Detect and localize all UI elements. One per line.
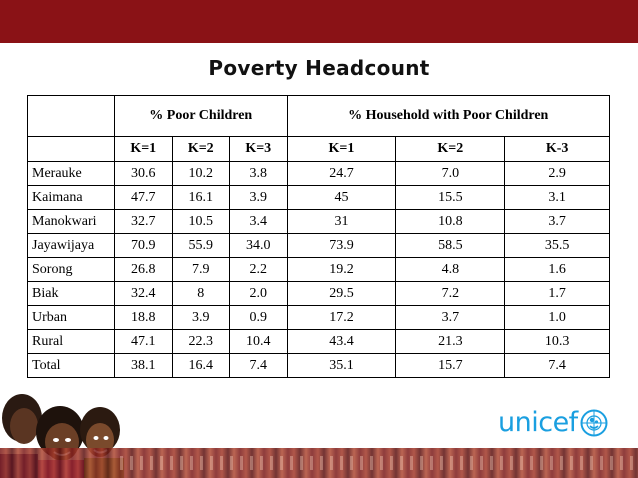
value-cell: 10.5 (171, 209, 230, 234)
value-cell: 73.9 (286, 233, 397, 258)
value-cell: 3.7 (395, 305, 506, 330)
value-cell: 19.2 (286, 257, 397, 282)
value-cell: 38.1 (114, 353, 173, 378)
value-cell: 17.2 (286, 305, 397, 330)
value-cell: 7.0 (395, 161, 506, 186)
region-cell: Rural (27, 329, 115, 354)
unicef-logo: unicef (498, 405, 613, 440)
value-cell: 15.5 (395, 185, 506, 210)
table-row: Urban 18.8 3.9 0.9 17.2 3.7 1.0 (27, 305, 610, 330)
value-cell: 34.0 (229, 233, 288, 258)
value-cell: 1.6 (504, 257, 610, 282)
value-cell: 10.2 (171, 161, 230, 186)
poverty-table: % Poor Children % Household with Poor Ch… (27, 95, 610, 378)
value-cell: 7.2 (395, 281, 506, 306)
value-cell: 15.7 (395, 353, 506, 378)
value-cell: 3.1 (504, 185, 610, 210)
value-cell: 18.8 (114, 305, 173, 330)
corner-cell (27, 95, 115, 137)
value-cell: 22.3 (171, 329, 230, 354)
value-cell: 47.7 (114, 185, 173, 210)
table-row: Sorong 26.8 7.9 2.2 19.2 4.8 1.6 (27, 257, 610, 282)
value-cell: 8 (171, 281, 230, 306)
region-cell: Urban (27, 305, 115, 330)
value-cell: 7.4 (229, 353, 288, 378)
region-cell: Merauke (27, 161, 115, 186)
value-cell: 32.7 (114, 209, 173, 234)
group-header-household: % Household with Poor Children (286, 95, 610, 137)
value-cell: 3.9 (171, 305, 230, 330)
value-cell: 58.5 (395, 233, 506, 258)
region-cell: Manokwari (27, 209, 115, 234)
value-cell: 31 (286, 209, 397, 234)
region-cell: Jayawijaya (27, 233, 115, 258)
value-cell: 35.1 (286, 353, 397, 378)
k-header: K=1 (286, 136, 397, 162)
k-header: K=1 (114, 136, 173, 162)
k-header: K=3 (229, 136, 288, 162)
table-row: Jayawijaya 70.9 55.9 34.0 73.9 58.5 35.5 (27, 233, 610, 258)
value-cell: 26.8 (114, 257, 173, 282)
value-cell: 16.1 (171, 185, 230, 210)
value-cell: 3.8 (229, 161, 288, 186)
table-row: Merauke 30.6 10.2 3.8 24.7 7.0 2.9 (27, 161, 610, 186)
value-cell: 29.5 (286, 281, 397, 306)
region-cell: Sorong (27, 257, 115, 282)
value-cell: 16.4 (171, 353, 230, 378)
slide-title: Poverty Headcount (208, 56, 430, 80)
value-cell: 1.0 (504, 305, 610, 330)
bottom-pattern-band (0, 448, 638, 478)
value-cell: 30.6 (114, 161, 173, 186)
value-cell: 2.9 (504, 161, 610, 186)
value-cell: 24.7 (286, 161, 397, 186)
value-cell: 4.8 (395, 257, 506, 282)
value-cell: 2.0 (229, 281, 288, 306)
top-color-band (0, 0, 638, 43)
value-cell: 7.9 (171, 257, 230, 282)
value-cell: 3.4 (229, 209, 288, 234)
value-cell: 10.8 (395, 209, 506, 234)
k-header: K=2 (171, 136, 230, 162)
value-cell: 10.4 (229, 329, 288, 354)
table-row: Rural 47.1 22.3 10.4 43.4 21.3 10.3 (27, 329, 610, 354)
value-cell: 7.4 (504, 353, 610, 378)
group-header-row: % Poor Children % Household with Poor Ch… (27, 95, 610, 137)
value-cell: 70.9 (114, 233, 173, 258)
value-cell: 21.3 (395, 329, 506, 354)
k-header: K=2 (395, 136, 506, 162)
group-header-poor-children: % Poor Children (114, 95, 288, 137)
value-cell: 3.7 (504, 209, 610, 234)
value-cell: 32.4 (114, 281, 173, 306)
value-cell: 3.9 (229, 185, 288, 210)
unicef-wordmark: unicef (498, 407, 578, 438)
value-cell: 47.1 (114, 329, 173, 354)
value-cell: 2.2 (229, 257, 288, 282)
table-row: Manokwari 32.7 10.5 3.4 31 10.8 3.7 (27, 209, 610, 234)
k-header: K-3 (504, 136, 610, 162)
corner-cell (27, 136, 115, 162)
bottom-pattern-detail (120, 456, 638, 470)
value-cell: 0.9 (229, 305, 288, 330)
value-cell: 55.9 (171, 233, 230, 258)
k-header-row: K=1 K=2 K=3 K=1 K=2 K-3 (27, 136, 610, 162)
value-cell: 1.7 (504, 281, 610, 306)
table-row: Biak 32.4 8 2.0 29.5 7.2 1.7 (27, 281, 610, 306)
value-cell: 45 (286, 185, 397, 210)
value-cell: 10.3 (504, 329, 610, 354)
table-row: Total 38.1 16.4 7.4 35.1 15.7 7.4 (27, 353, 610, 378)
value-cell: 35.5 (504, 233, 610, 258)
region-cell: Kaimana (27, 185, 115, 210)
region-cell: Biak (27, 281, 115, 306)
value-cell: 43.4 (286, 329, 397, 354)
table-row: Kaimana 47.7 16.1 3.9 45 15.5 3.1 (27, 185, 610, 210)
table-body: Merauke 30.6 10.2 3.8 24.7 7.0 2.9 Kaimana 47.7 1… (27, 161, 610, 378)
unicef-emblem-icon (580, 409, 608, 436)
region-cell: Total (27, 353, 115, 378)
